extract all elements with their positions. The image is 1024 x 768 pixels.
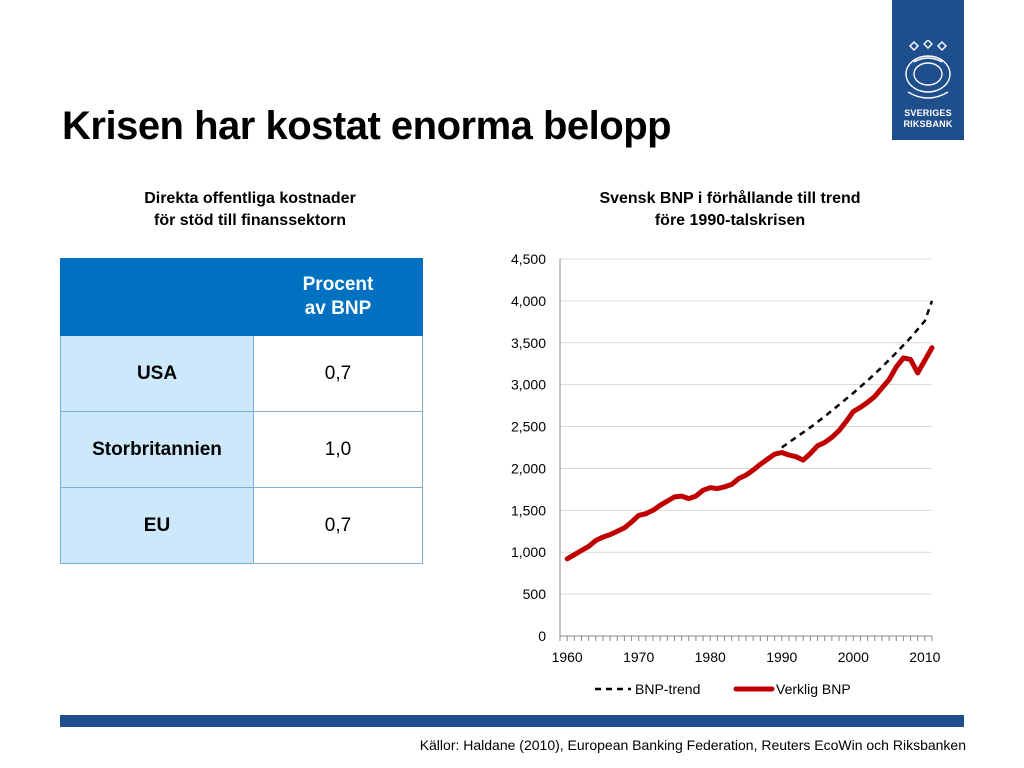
table-header-blank xyxy=(60,258,254,336)
row-label-uk: Storbritannien xyxy=(60,411,254,488)
y-tick-label: 0 xyxy=(538,628,546,644)
table-header-line1: Procent xyxy=(302,274,374,295)
y-tick-label: 500 xyxy=(523,586,547,602)
row-label-eu: EU xyxy=(60,487,254,564)
axis-layer: 0 500 1,000 1,500 2,000 2,500 3,000 3,500 4,000 4… xyxy=(511,251,941,665)
row-value-eu: 0,7 xyxy=(253,487,423,564)
row-label-usa: USA xyxy=(60,335,254,412)
logo-text-1: SVERIGES xyxy=(904,108,952,118)
x-tick-label: 1980 xyxy=(695,649,726,665)
table-row: EU 0,7 xyxy=(60,487,423,564)
page-title: Krisen har kostat enorma belopp xyxy=(62,104,672,148)
y-tick-label: 2,500 xyxy=(511,419,546,435)
table-heading-line2: för stöd till finanssektorn xyxy=(153,212,346,229)
cost-table: Procent av BNP USA 0,7 Storbritannien 1,… xyxy=(60,258,423,564)
table-row: USA 0,7 xyxy=(60,335,423,412)
x-tick-label: 1960 xyxy=(552,649,583,665)
table-header-row: Procent av BNP xyxy=(60,258,423,336)
chart-legend: BNP-trend Verklig BNP xyxy=(595,681,851,697)
y-tick-label: 3,000 xyxy=(511,377,546,393)
riksbank-logo: SVERIGES RIKSBANK xyxy=(892,0,964,140)
y-tick-label: 4,500 xyxy=(511,251,546,267)
footer-bar xyxy=(60,715,964,727)
x-tick-label: 1990 xyxy=(766,649,797,665)
table-heading: Direkta offentliga kostnader för stöd ti… xyxy=(60,188,440,232)
row-value-usa: 0,7 xyxy=(253,335,423,412)
y-tick-label: 4,000 xyxy=(511,293,546,309)
y-tick-label: 1,000 xyxy=(511,544,546,560)
gdp-line-chart: 0 500 1,000 1,500 2,000 2,500 3,000 3,500 4,000 4… xyxy=(511,251,941,697)
x-tick-label: 2010 xyxy=(909,649,940,665)
legend-label-actual: Verklig BNP xyxy=(776,681,851,697)
table-header-line2: av BNP xyxy=(304,298,372,319)
crest-icon xyxy=(905,40,951,99)
trend-series-line xyxy=(781,300,934,449)
y-tick-label: 2,000 xyxy=(511,460,546,476)
chart-title: Svensk BNP i förhållande till trend före… xyxy=(540,188,920,232)
table-row: Storbritannien 1,0 xyxy=(60,411,423,488)
logo-text-2: RIKSBANK xyxy=(903,119,953,129)
chart-title-line1: Svensk BNP i förhållande till trend xyxy=(599,190,861,207)
x-tick-label: 1970 xyxy=(623,649,654,665)
grid-layer xyxy=(560,258,932,595)
chart-title-line2: före 1990-talskrisen xyxy=(654,212,806,229)
series-layer xyxy=(564,300,935,562)
y-tick-label: 3,500 xyxy=(511,335,546,351)
actual-series-line xyxy=(564,345,935,562)
y-tick-label: 1,500 xyxy=(511,502,546,518)
table-header-percent: Procent av BNP xyxy=(253,258,423,336)
source-note: Källor: Haldane (2010), European Banking… xyxy=(419,737,966,753)
table-heading-line1: Direkta offentliga kostnader xyxy=(144,190,356,207)
x-tick-label: 2000 xyxy=(838,649,869,665)
row-value-uk: 1,0 xyxy=(253,411,423,488)
legend-label-trend: BNP-trend xyxy=(635,681,700,697)
